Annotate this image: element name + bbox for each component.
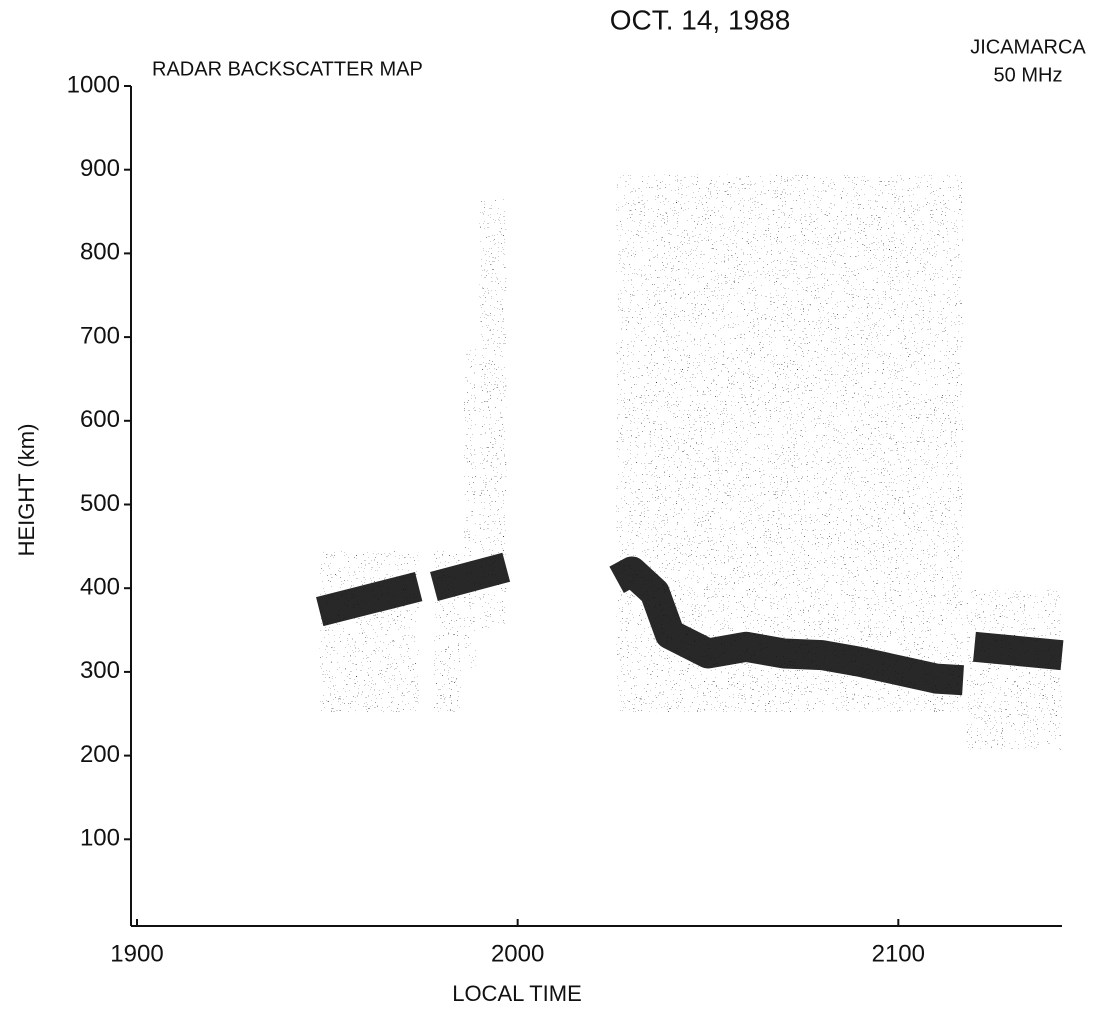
x-tick-label: 2000 <box>491 940 544 967</box>
data-panel <box>966 589 1062 750</box>
y-tick-label: 700 <box>80 322 120 349</box>
chart-subtitle: RADAR BACKSCATTER MAP <box>152 58 423 80</box>
y-tick-label: 100 <box>80 825 120 852</box>
annotation: 50 MHz <box>994 64 1063 86</box>
y-axis-label: HEIGHT (km) <box>14 424 39 557</box>
y-tick-label: 300 <box>80 657 120 684</box>
y-tick-label: 500 <box>80 490 120 517</box>
y-tick-label: 900 <box>80 155 120 182</box>
y-tick-label: 1000 <box>67 71 120 98</box>
x-axis-label: LOCAL TIME <box>452 981 582 1006</box>
y-tick-label: 200 <box>80 741 120 768</box>
data-panel <box>464 347 476 671</box>
backscatter-layer <box>316 552 1064 696</box>
chart-title: OCT. 14, 1988 <box>610 4 791 35</box>
y-tick-label: 400 <box>80 574 120 601</box>
annotation: JICAMARCA <box>970 36 1086 58</box>
y-tick-label: 600 <box>80 406 120 433</box>
x-tick-label: 2100 <box>872 940 925 967</box>
y-tick-label: 800 <box>80 239 120 266</box>
x-tick-label: 1900 <box>110 940 163 967</box>
